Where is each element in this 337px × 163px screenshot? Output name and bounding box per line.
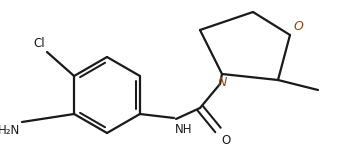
Text: N: N <box>217 76 227 89</box>
Text: O: O <box>293 20 303 33</box>
Text: H₂N: H₂N <box>0 124 20 137</box>
Text: Cl: Cl <box>33 37 45 50</box>
Text: NH: NH <box>175 123 192 136</box>
Text: O: O <box>221 134 230 147</box>
